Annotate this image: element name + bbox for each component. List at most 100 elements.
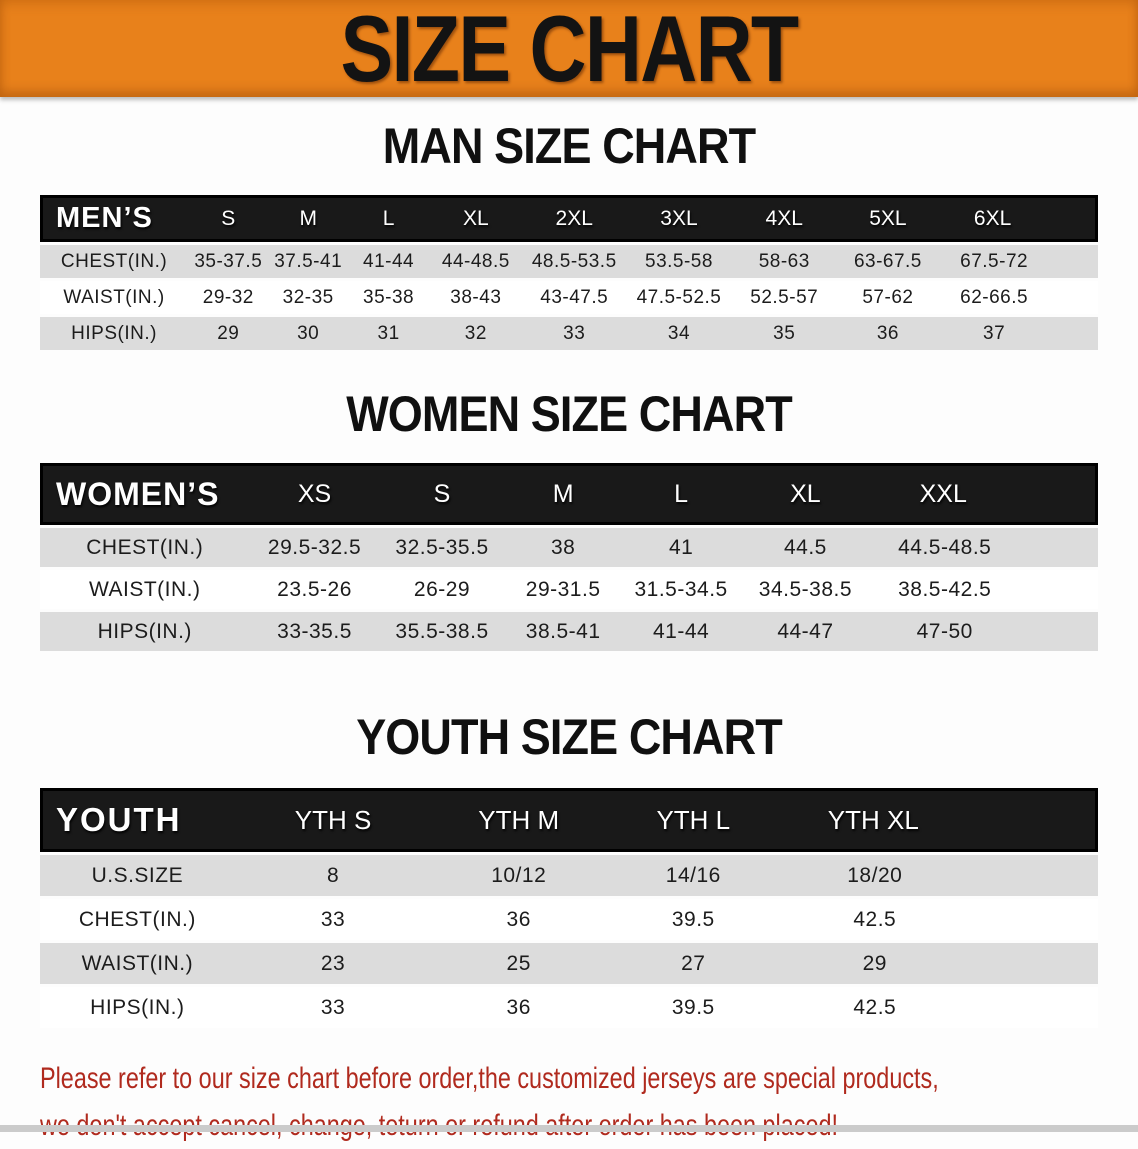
measurement-row: HIPS(IN.) 33 36 39.5 42.5 (40, 987, 1098, 1028)
size-column-header: L (621, 463, 741, 525)
measurement-value: 38.5-42.5 (870, 570, 1098, 609)
section-youth: YOUTH SIZE CHART YOUTH YTH S YTH M YTH L YTH… (0, 710, 1138, 1031)
measurement-row-label: U.S.SIZE (40, 855, 235, 896)
section-men: MAN SIZE CHART MEN’S S M L XL 2XL 3XL 4XL 5XL 6XL… (0, 119, 1138, 353)
measurement-value: 37.5-41 (268, 245, 348, 278)
measurement-row: WAIST(IN.) 23 25 27 29 (40, 943, 1098, 984)
measurement-value: 39.5 (606, 899, 781, 940)
measurement-row: WAIST(IN.) 29-32 32-35 35-38 38-43 43-47.5 47.… (40, 281, 1098, 314)
measurement-value: 57-62 (836, 281, 940, 314)
measurement-value: 42.5 (780, 987, 1098, 1028)
measurement-row-label: CHEST(IN.) (40, 899, 235, 940)
measurement-value: 42.5 (780, 899, 1098, 940)
measurement-row-label: WAIST(IN.) (40, 570, 250, 609)
measurement-value: 48.5-53.5 (522, 245, 627, 278)
measurement-value: 33 (234, 899, 432, 940)
table-group-label: MEN’S (40, 195, 189, 242)
size-column-header: 4XL (731, 195, 837, 242)
measurement-value: 27 (606, 943, 781, 984)
measurement-value: 18/20 (780, 855, 1098, 896)
measurement-value: 43-47.5 (522, 281, 627, 314)
men-section-heading: MAN SIZE CHART (382, 118, 756, 174)
measurement-value: 37 (939, 317, 1098, 350)
size-column-header: S (188, 195, 269, 242)
measurement-value: 25 (431, 943, 607, 984)
measurement-value: 34 (626, 317, 732, 350)
size-column-header: 5XL (836, 195, 940, 242)
size-table-header-row: MEN’S S M L XL 2XL 3XL 4XL 5XL 6XL (40, 195, 1098, 242)
measurement-value: 44.5 (740, 528, 871, 567)
measurement-value: 34.5-38.5 (740, 570, 871, 609)
measurement-row: U.S.SIZE 8 10/12 14/16 18/20 (40, 855, 1098, 896)
measurement-value: 35 (731, 317, 837, 350)
measurement-row-label: HIPS(IN.) (40, 987, 235, 1028)
measurement-value: 39.5 (606, 987, 781, 1028)
measurement-value: 44-48.5 (429, 245, 523, 278)
measurement-row-label: HIPS(IN.) (40, 317, 189, 350)
size-column-header: 3XL (626, 195, 732, 242)
measurement-value: 62-66.5 (939, 281, 1098, 314)
footer-note-line-1: Please refer to our size chart before or… (40, 1055, 1138, 1102)
measurement-value: 29 (188, 317, 269, 350)
measurement-value: 14/16 (606, 855, 781, 896)
size-column-header: XL (429, 195, 523, 242)
measurement-value: 33-35.5 (249, 612, 380, 651)
size-column-header: L (347, 195, 430, 242)
measurement-row-label: WAIST(IN.) (40, 943, 235, 984)
table-group-label: WOMEN’S (40, 463, 250, 525)
measurement-value: 38.5-41 (504, 612, 622, 651)
measurement-row: HIPS(IN.) 33-35.5 35.5-38.5 38.5-41 41-44 44-… (40, 612, 1098, 651)
measurement-value: 67.5-72 (939, 245, 1098, 278)
size-column-header: YTH L (606, 788, 781, 852)
measurement-value: 10/12 (431, 855, 607, 896)
measurement-value: 52.5-57 (731, 281, 837, 314)
size-table-header-row: WOMEN’S XS S M L XL XXL (40, 463, 1098, 525)
measurement-value: 36 (431, 987, 607, 1028)
measurement-value: 32 (429, 317, 523, 350)
size-chart-banner: SIZE CHART (0, 0, 1138, 97)
measurement-value: 44.5-48.5 (870, 528, 1098, 567)
measurement-value: 35.5-38.5 (379, 612, 505, 651)
measurement-value: 44-47 (740, 612, 871, 651)
size-table-header-row: YOUTH YTH S YTH M YTH L YTH XL (40, 788, 1098, 852)
measurement-value: 29-31.5 (504, 570, 622, 609)
women-section-heading: WOMEN SIZE CHART (346, 386, 792, 442)
size-column-header: 6XL (939, 195, 1098, 242)
measurement-value: 36 (836, 317, 940, 350)
size-column-header: M (268, 195, 348, 242)
size-column-header: XS (249, 463, 380, 525)
measurement-value: 31 (347, 317, 430, 350)
measurement-row: CHEST(IN.) 35-37.5 37.5-41 41-44 44-48.5 48.5… (40, 245, 1098, 278)
measurement-value: 33 (234, 987, 432, 1028)
measurement-value: 47.5-52.5 (626, 281, 732, 314)
measurement-value: 8 (234, 855, 432, 896)
size-column-header: XXL (870, 463, 1098, 525)
measurement-value: 29-32 (188, 281, 269, 314)
banner-title: SIZE CHART (340, 0, 800, 101)
men-size-table: MEN’S S M L XL 2XL 3XL 4XL 5XL 6XL CHEST(IN.) 35-37… (40, 192, 1098, 353)
measurement-value: 36 (431, 899, 607, 940)
measurement-value: 53.5-58 (626, 245, 732, 278)
measurement-row: HIPS(IN.) 29 30 31 32 33 34 35 36 37 (40, 317, 1098, 350)
measurement-value: 41-44 (621, 612, 741, 651)
measurement-value: 41-44 (347, 245, 430, 278)
women-size-table: WOMEN’S XS S M L XL XXL CHEST(IN.) 29.5-32.5 32.5… (40, 460, 1098, 654)
bottom-edge-strip (0, 1125, 1138, 1132)
measurement-row-label: WAIST(IN.) (40, 281, 189, 314)
footer-note-text-1: Please refer to our size chart before or… (40, 1062, 939, 1095)
footer-note: Please refer to our size chart before or… (40, 1055, 1138, 1149)
youth-section-heading: YOUTH SIZE CHART (356, 709, 783, 765)
measurement-value: 29 (780, 943, 1098, 984)
measurement-value: 38 (504, 528, 622, 567)
measurement-value: 23 (234, 943, 432, 984)
measurement-row-label: CHEST(IN.) (40, 245, 189, 278)
measurement-value: 58-63 (731, 245, 837, 278)
measurement-value: 30 (268, 317, 348, 350)
size-column-header: YTH M (431, 788, 607, 852)
youth-size-table: YOUTH YTH S YTH M YTH L YTH XL U.S.SIZE 8 10/12… (40, 785, 1098, 1031)
section-women: WOMEN SIZE CHART WOMEN’S XS S M L XL XXL CHEST(… (0, 387, 1138, 654)
measurement-value: 32-35 (268, 281, 348, 314)
measurement-value: 33 (522, 317, 627, 350)
measurement-row-label: HIPS(IN.) (40, 612, 250, 651)
table-group-label: YOUTH (40, 788, 235, 852)
